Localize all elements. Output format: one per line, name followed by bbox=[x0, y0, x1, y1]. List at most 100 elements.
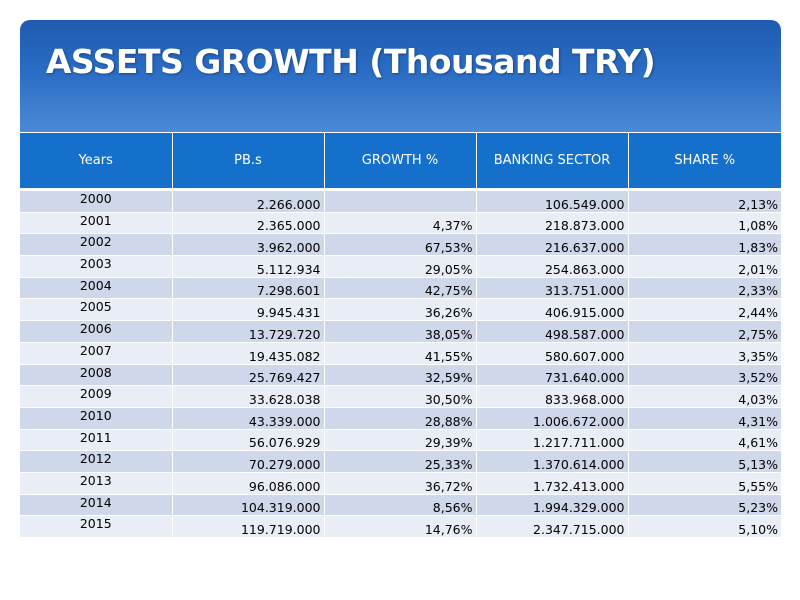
cell-year: 2010 bbox=[20, 407, 173, 430]
cell-pbs: 43.339.000 bbox=[172, 407, 325, 430]
table-row: 2002 3.962.000 67,53% 216.637.000 1,83% bbox=[20, 233, 781, 257]
cell-year: 2000 bbox=[20, 189, 173, 213]
cell-share: 4,31% bbox=[628, 407, 781, 430]
table-row: 2015 119.719.000 14,76% 2.347.715.000 5,10% bbox=[20, 515, 781, 538]
table-row: 2011 56.076.929 29,39% 1.217.711.000 4,61% bbox=[20, 429, 781, 452]
table-row: 2006 13.729.720 38,05% 498.587.000 2,75% bbox=[20, 320, 781, 343]
header-pbs: PB.s bbox=[172, 133, 325, 191]
cell-year: 2007 bbox=[20, 342, 173, 365]
cell-growth: 29,39% bbox=[324, 429, 477, 452]
cell-banking: 106.549.000 bbox=[476, 189, 629, 213]
cell-banking: 218.873.000 bbox=[476, 212, 629, 235]
cell-banking: 1.006.672.000 bbox=[476, 407, 629, 430]
table-row: 2001 2.365.000 4,37% 218.873.000 1,08% bbox=[20, 212, 781, 235]
cell-growth bbox=[324, 189, 477, 213]
cell-pbs: 104.319.000 bbox=[172, 494, 325, 517]
cell-year: 2006 bbox=[20, 320, 173, 343]
header-share: SHARE % bbox=[628, 133, 781, 191]
cell-year: 2004 bbox=[20, 277, 173, 300]
cell-growth: 36,72% bbox=[324, 472, 477, 495]
table-row: 2007 19.435.082 41,55% 580.607.000 3,35% bbox=[20, 342, 781, 365]
table-row: 2012 70.279.000 25,33% 1.370.614.000 5,13% bbox=[20, 450, 781, 473]
cell-growth: 38,05% bbox=[324, 320, 477, 343]
cell-share: 5,23% bbox=[628, 494, 781, 517]
table-row: 2000 2.266.000 106.549.000 2,13% bbox=[20, 189, 781, 213]
cell-banking: 498.587.000 bbox=[476, 320, 629, 343]
cell-share: 1,83% bbox=[628, 233, 781, 257]
cell-growth: 25,33% bbox=[324, 450, 477, 473]
cell-year: 2015 bbox=[20, 515, 173, 538]
cell-growth: 4,37% bbox=[324, 212, 477, 235]
cell-share: 2,75% bbox=[628, 320, 781, 343]
cell-pbs: 2.266.000 bbox=[172, 189, 325, 213]
cell-pbs: 33.628.038 bbox=[172, 385, 325, 408]
assets-growth-table: Years PB.s GROWTH % BANKING SECTOR SHARE… bbox=[20, 133, 781, 538]
page-title: ASSETS GROWTH (Thousand TRY) bbox=[45, 42, 656, 81]
cell-growth: 36,26% bbox=[324, 298, 477, 322]
cell-pbs: 13.729.720 bbox=[172, 320, 325, 343]
cell-growth: 29,05% bbox=[324, 255, 477, 278]
cell-banking: 833.968.000 bbox=[476, 385, 629, 408]
cell-banking: 313.751.000 bbox=[476, 277, 629, 300]
cell-year: 2013 bbox=[20, 472, 173, 495]
cell-share: 5,13% bbox=[628, 450, 781, 473]
cell-growth: 30,50% bbox=[324, 385, 477, 408]
cell-pbs: 19.435.082 bbox=[172, 342, 325, 365]
cell-banking: 1.732.413.000 bbox=[476, 472, 629, 495]
table-row: 2005 9.945.431 36,26% 406.915.000 2,44% bbox=[20, 298, 781, 322]
cell-year: 2001 bbox=[20, 212, 173, 235]
cell-pbs: 3.962.000 bbox=[172, 233, 325, 257]
header-years: Years bbox=[20, 133, 173, 191]
header-banking-sector: BANKING SECTOR bbox=[476, 133, 629, 191]
cell-year: 2014 bbox=[20, 494, 173, 517]
cell-share: 4,03% bbox=[628, 385, 781, 408]
cell-growth: 41,55% bbox=[324, 342, 477, 365]
cell-pbs: 25.769.427 bbox=[172, 364, 325, 387]
cell-pbs: 119.719.000 bbox=[172, 515, 325, 538]
table-row: 2013 96.086.000 36,72% 1.732.413.000 5,55% bbox=[20, 472, 781, 495]
cell-banking: 216.637.000 bbox=[476, 233, 629, 257]
cell-year: 2003 bbox=[20, 255, 173, 278]
cell-banking: 731.640.000 bbox=[476, 364, 629, 387]
table-row: 2010 43.339.000 28,88% 1.006.672.000 4,31% bbox=[20, 407, 781, 430]
cell-pbs: 7.298.601 bbox=[172, 277, 325, 300]
title-bar: ASSETS GROWTH (Thousand TRY) bbox=[20, 20, 781, 132]
table-row: 2004 7.298.601 42,75% 313.751.000 2,33% bbox=[20, 277, 781, 300]
table-row: 2003 5.112.934 29,05% 254.863.000 2,01% bbox=[20, 255, 781, 278]
cell-growth: 42,75% bbox=[324, 277, 477, 300]
cell-share: 1,08% bbox=[628, 212, 781, 235]
cell-year: 2011 bbox=[20, 429, 173, 452]
header-growth: GROWTH % bbox=[324, 133, 477, 191]
cell-year: 2012 bbox=[20, 450, 173, 473]
cell-share: 2,44% bbox=[628, 298, 781, 322]
cell-growth: 67,53% bbox=[324, 233, 477, 257]
cell-share: 3,35% bbox=[628, 342, 781, 365]
cell-growth: 28,88% bbox=[324, 407, 477, 430]
cell-banking: 2.347.715.000 bbox=[476, 515, 629, 538]
cell-year: 2002 bbox=[20, 233, 173, 257]
cell-share: 3,52% bbox=[628, 364, 781, 387]
table-header-row: Years PB.s GROWTH % BANKING SECTOR SHARE… bbox=[20, 133, 781, 191]
cell-share: 2,01% bbox=[628, 255, 781, 278]
cell-share: 5,10% bbox=[628, 515, 781, 538]
table-row: 2008 25.769.427 32,59% 731.640.000 3,52% bbox=[20, 364, 781, 387]
cell-share: 2,13% bbox=[628, 189, 781, 213]
table-row: 2009 33.628.038 30,50% 833.968.000 4,03% bbox=[20, 385, 781, 408]
cell-pbs: 70.279.000 bbox=[172, 450, 325, 473]
cell-pbs: 9.945.431 bbox=[172, 298, 325, 322]
cell-share: 2,33% bbox=[628, 277, 781, 300]
cell-banking: 1.370.614.000 bbox=[476, 450, 629, 473]
cell-growth: 32,59% bbox=[324, 364, 477, 387]
cell-banking: 580.607.000 bbox=[476, 342, 629, 365]
cell-share: 5,55% bbox=[628, 472, 781, 495]
cell-pbs: 5.112.934 bbox=[172, 255, 325, 278]
table-body: 2000 2.266.000 106.549.000 2,13% 2001 2.365.… bbox=[20, 189, 781, 538]
cell-banking: 1.217.711.000 bbox=[476, 429, 629, 452]
cell-banking: 1.994.329.000 bbox=[476, 494, 629, 517]
cell-banking: 406.915.000 bbox=[476, 298, 629, 322]
cell-growth: 14,76% bbox=[324, 515, 477, 538]
cell-share: 4,61% bbox=[628, 429, 781, 452]
cell-banking: 254.863.000 bbox=[476, 255, 629, 278]
cell-year: 2008 bbox=[20, 364, 173, 387]
